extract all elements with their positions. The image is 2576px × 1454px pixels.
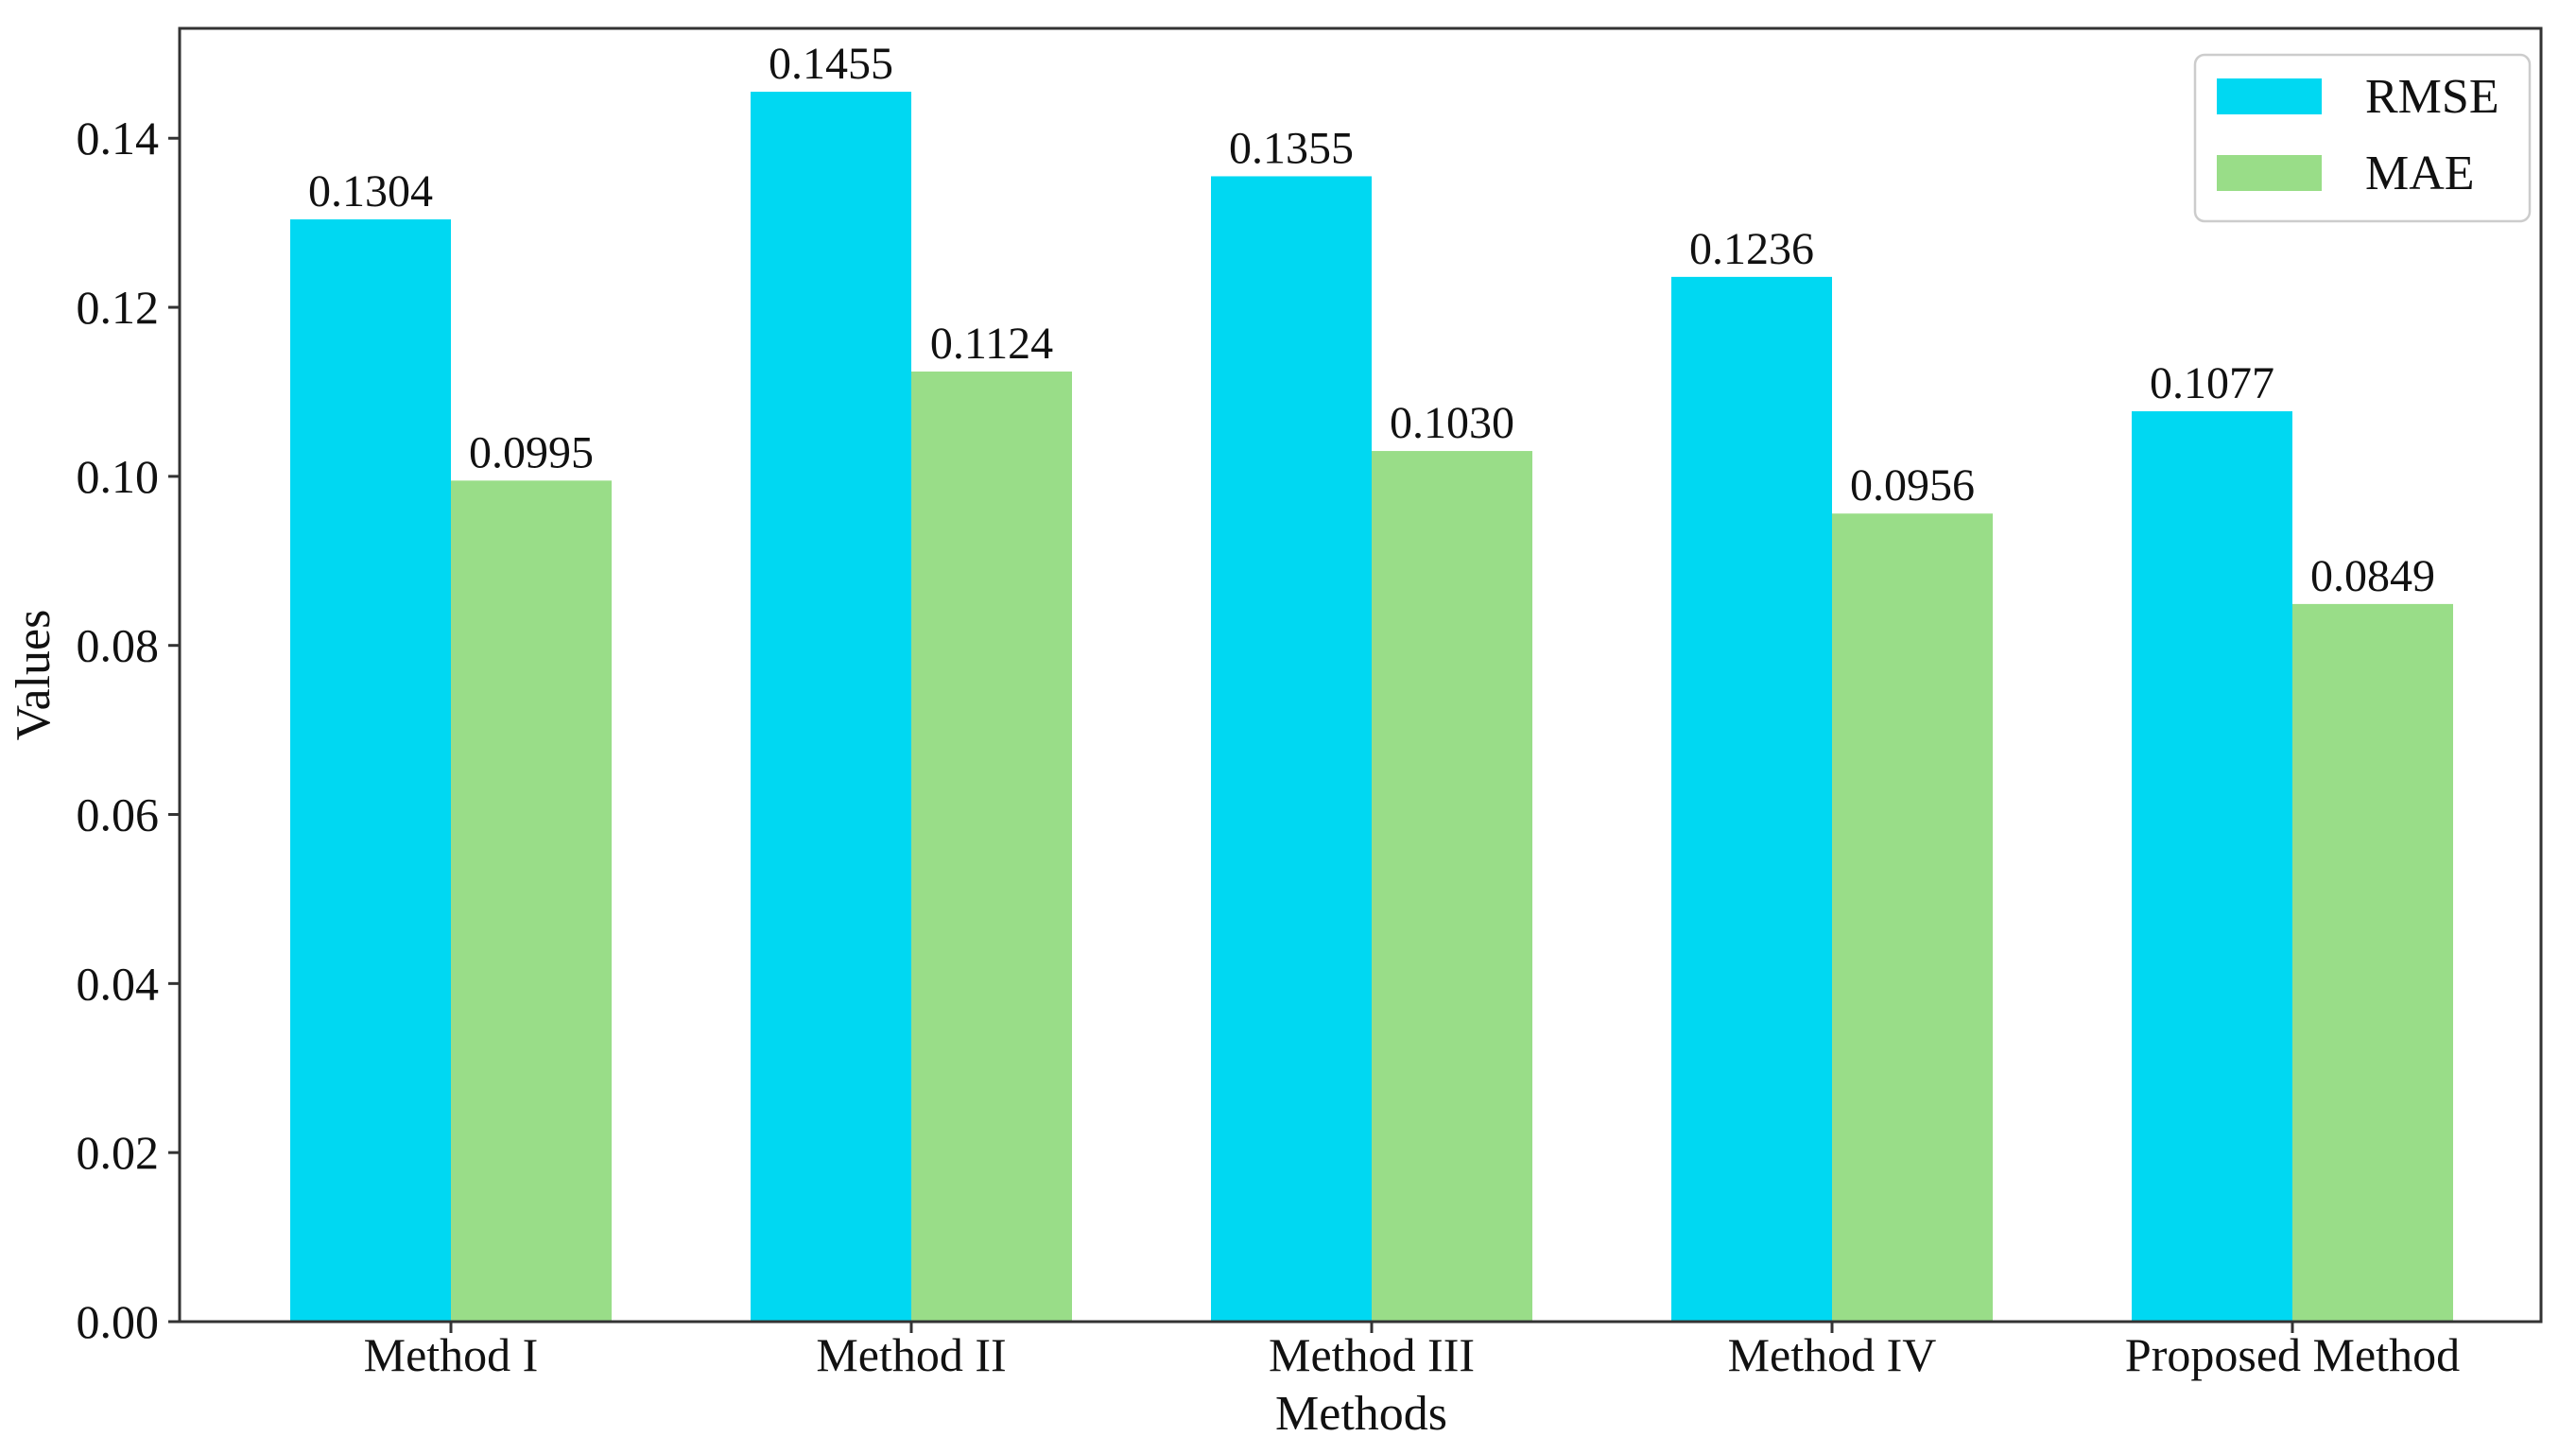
bar-rmse-5 — [2132, 411, 2292, 1323]
x-axis-title: Methods — [1275, 1387, 1447, 1441]
x-tick-label-2: Method II — [816, 1328, 1006, 1381]
x-tick-label-5: Proposed Method — [2125, 1328, 2460, 1381]
bar-mae-2 — [911, 372, 1072, 1322]
bar-mae-5 — [2292, 603, 2453, 1322]
legend-label-mae: MAE — [2365, 147, 2475, 200]
value-label-mae-2: 0.1124 — [930, 319, 1053, 369]
y-tick-label-5: 0.10 — [77, 450, 160, 503]
x-tick-label-1: Method I — [364, 1328, 539, 1381]
bars-layer — [290, 92, 2453, 1323]
bar-mae-3 — [1372, 451, 1532, 1322]
legend-swatch-mae — [2217, 155, 2322, 191]
value-label-rmse-5: 0.1077 — [2150, 358, 2274, 408]
legend: RMSE MAE — [2193, 53, 2532, 223]
y-tick-label-6: 0.12 — [77, 281, 160, 334]
value-label-mae-3: 0.1030 — [1390, 398, 1514, 448]
x-axis: Method I Method II Method III Method IV Prop… — [364, 1322, 2460, 1381]
plot-frame — [178, 26, 2543, 1324]
value-label-rmse-4: 0.1236 — [1689, 224, 1814, 274]
bar-rmse-1 — [290, 219, 451, 1323]
y-axis-title: Values — [7, 610, 61, 741]
bar-rmse-4 — [1671, 276, 1832, 1322]
bar-mae-1 — [451, 480, 612, 1323]
bar-mae-4 — [1832, 513, 1993, 1322]
y-tick-label-1: 0.02 — [77, 1126, 160, 1179]
y-axis: 0.00 0.02 0.04 0.06 0.08 0.10 0.12 0.14 — [77, 112, 180, 1348]
y-tick-label-0: 0.00 — [77, 1295, 160, 1348]
bar-rmse-3 — [1211, 176, 1372, 1322]
x-tick-label-4: Method IV — [1728, 1328, 1937, 1381]
y-tick-label-2: 0.04 — [77, 957, 160, 1010]
value-label-mae-5: 0.0849 — [2310, 551, 2435, 601]
value-label-rmse-3: 0.1355 — [1229, 123, 1354, 173]
bar-rmse-2 — [751, 92, 911, 1322]
y-tick-label-3: 0.06 — [77, 788, 160, 841]
legend-label-rmse: RMSE — [2365, 70, 2499, 124]
value-label-rmse-2: 0.1455 — [769, 39, 893, 89]
legend-swatch-rmse — [2217, 78, 2322, 114]
y-tick-label-7: 0.14 — [77, 112, 160, 164]
value-label-rmse-1: 0.1304 — [308, 166, 433, 216]
value-label-mae-1: 0.0995 — [469, 427, 594, 477]
value-labels-layer: 0.1304 0.0995 0.1455 0.1124 0.1355 0.1030 0.12… — [308, 39, 2435, 601]
y-tick-label-4: 0.08 — [77, 619, 160, 672]
x-tick-label-3: Method III — [1269, 1328, 1475, 1381]
value-label-mae-4: 0.0956 — [1850, 460, 1975, 511]
